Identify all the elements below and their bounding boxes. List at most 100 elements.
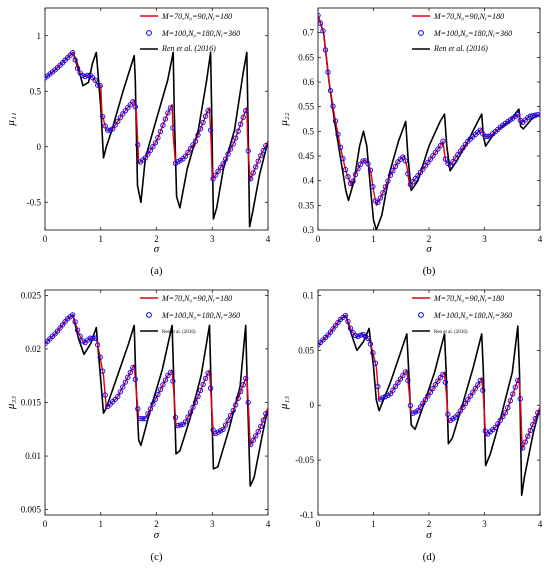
series-m100-marker <box>235 395 241 401</box>
series-m100-marker <box>258 152 264 159</box>
series-m100-marker <box>415 173 421 179</box>
series-m100-marker <box>352 332 359 339</box>
series-m100-marker <box>402 369 409 375</box>
series-m100-marker <box>253 433 259 439</box>
series-m100-marker <box>410 410 416 416</box>
series-m100-marker <box>157 386 164 393</box>
series-m100-marker <box>145 411 151 417</box>
series-m100-marker <box>355 166 361 172</box>
series-m100-marker <box>95 342 101 348</box>
series-m100-marker <box>187 146 194 152</box>
series-m100-marker <box>240 382 246 388</box>
series-m100-marker <box>162 116 169 122</box>
series-m100-marker <box>385 178 391 184</box>
series-m100-marker <box>233 402 239 408</box>
series-m100-marker <box>190 404 196 410</box>
series-m100-marker <box>248 441 254 448</box>
series-m100-marker <box>455 151 461 158</box>
series-m100-marker <box>425 393 431 399</box>
series-m100-marker <box>477 127 483 133</box>
x-tick-label: 4 <box>266 519 271 529</box>
series-m100-marker <box>318 20 324 26</box>
y-tick-label: 1 <box>37 31 42 41</box>
series-m100-marker <box>110 126 116 132</box>
x-tick-label: 3 <box>210 234 215 244</box>
series-m100-marker <box>177 422 184 428</box>
series-ren-line <box>45 313 268 487</box>
series-m100-marker <box>145 151 151 157</box>
series-m100-marker <box>390 387 396 393</box>
series-m100-marker <box>115 393 121 400</box>
series-m100-marker <box>120 111 126 117</box>
x-axis-label: σ <box>154 243 160 255</box>
series-m100-marker <box>167 369 174 376</box>
series-m100-marker <box>450 159 456 165</box>
series-m100-marker <box>130 365 136 371</box>
series-m100-marker <box>263 142 268 149</box>
series-m100-marker <box>442 156 449 162</box>
series-m100-marker <box>207 385 214 391</box>
plot-area <box>45 312 268 487</box>
series-m100-marker <box>415 408 421 414</box>
series-m100-marker <box>59 322 66 328</box>
legend-label-m70: M=70,N₀=90,Nᵧ=180 <box>433 294 504 303</box>
series-m100-marker <box>160 122 166 128</box>
series-m100-marker <box>117 114 123 121</box>
series-ren-line <box>318 314 540 497</box>
series-m100-marker <box>147 406 154 412</box>
series-m100-marker <box>182 419 189 425</box>
series-m70-line <box>45 313 268 447</box>
series-m100-marker <box>392 383 399 390</box>
series-m100-marker <box>435 378 441 384</box>
series-m100-marker <box>248 176 254 182</box>
x-tick-label: 3 <box>482 234 487 244</box>
x-tick-label: 1 <box>99 234 104 244</box>
series-m100-marker <box>217 164 224 171</box>
series-m100-marker <box>442 379 449 385</box>
series-m100-marker <box>345 318 351 325</box>
series-m100-marker <box>175 422 181 429</box>
series-m100-marker <box>480 387 486 393</box>
x-tick-label: 1 <box>371 234 376 244</box>
x-tick-label: 0 <box>43 234 48 244</box>
series-m100-marker <box>202 113 209 119</box>
series-m100-marker <box>477 377 483 384</box>
series-m100-marker <box>397 376 404 382</box>
series-m100-marker <box>112 122 118 128</box>
series-m100-marker <box>142 155 148 161</box>
series-m100-marker <box>352 171 359 178</box>
series-m100-marker <box>243 375 249 382</box>
series-m100-marker <box>69 50 76 56</box>
series-m100-marker <box>84 72 91 79</box>
series-m100-marker <box>157 128 164 135</box>
series-m100-marker <box>465 397 471 403</box>
series-m100-marker <box>162 377 169 383</box>
legend: M=70,N₀=90,Nᵧ=180 M=100,N₀=180,Nᵧ=360 Ren … <box>140 12 240 53</box>
series-m100-marker <box>432 382 439 388</box>
series-m100-marker <box>335 131 341 137</box>
x-tick-label: 2 <box>427 519 432 529</box>
series-m100-marker <box>342 312 349 319</box>
series-m100-marker <box>520 445 526 451</box>
series-m100-marker <box>160 382 166 388</box>
series-m100-marker <box>412 409 419 415</box>
series-m100-marker <box>238 388 244 395</box>
series-m100-marker <box>195 132 201 138</box>
series-m100-marker <box>327 87 334 94</box>
series-m100-marker <box>407 402 414 409</box>
y-tick-label: 0 <box>37 142 42 152</box>
series-m100-marker <box>132 104 138 110</box>
series-m100-marker <box>238 121 244 127</box>
y-tick-label: 0 <box>310 400 315 410</box>
series-m100-marker <box>102 123 108 129</box>
series-m100-marker <box>225 151 231 157</box>
y-tick-label: 0.7 <box>303 28 315 38</box>
series-m100-marker <box>182 153 189 159</box>
series-m100-marker <box>165 110 171 116</box>
y-tick-label: 0.1 <box>303 290 314 300</box>
series-m100-marker <box>230 407 236 414</box>
series-m100-marker <box>432 149 439 156</box>
series-m100-marker <box>502 410 508 416</box>
series-m100-marker <box>187 409 194 415</box>
series-m100-marker <box>420 166 426 172</box>
